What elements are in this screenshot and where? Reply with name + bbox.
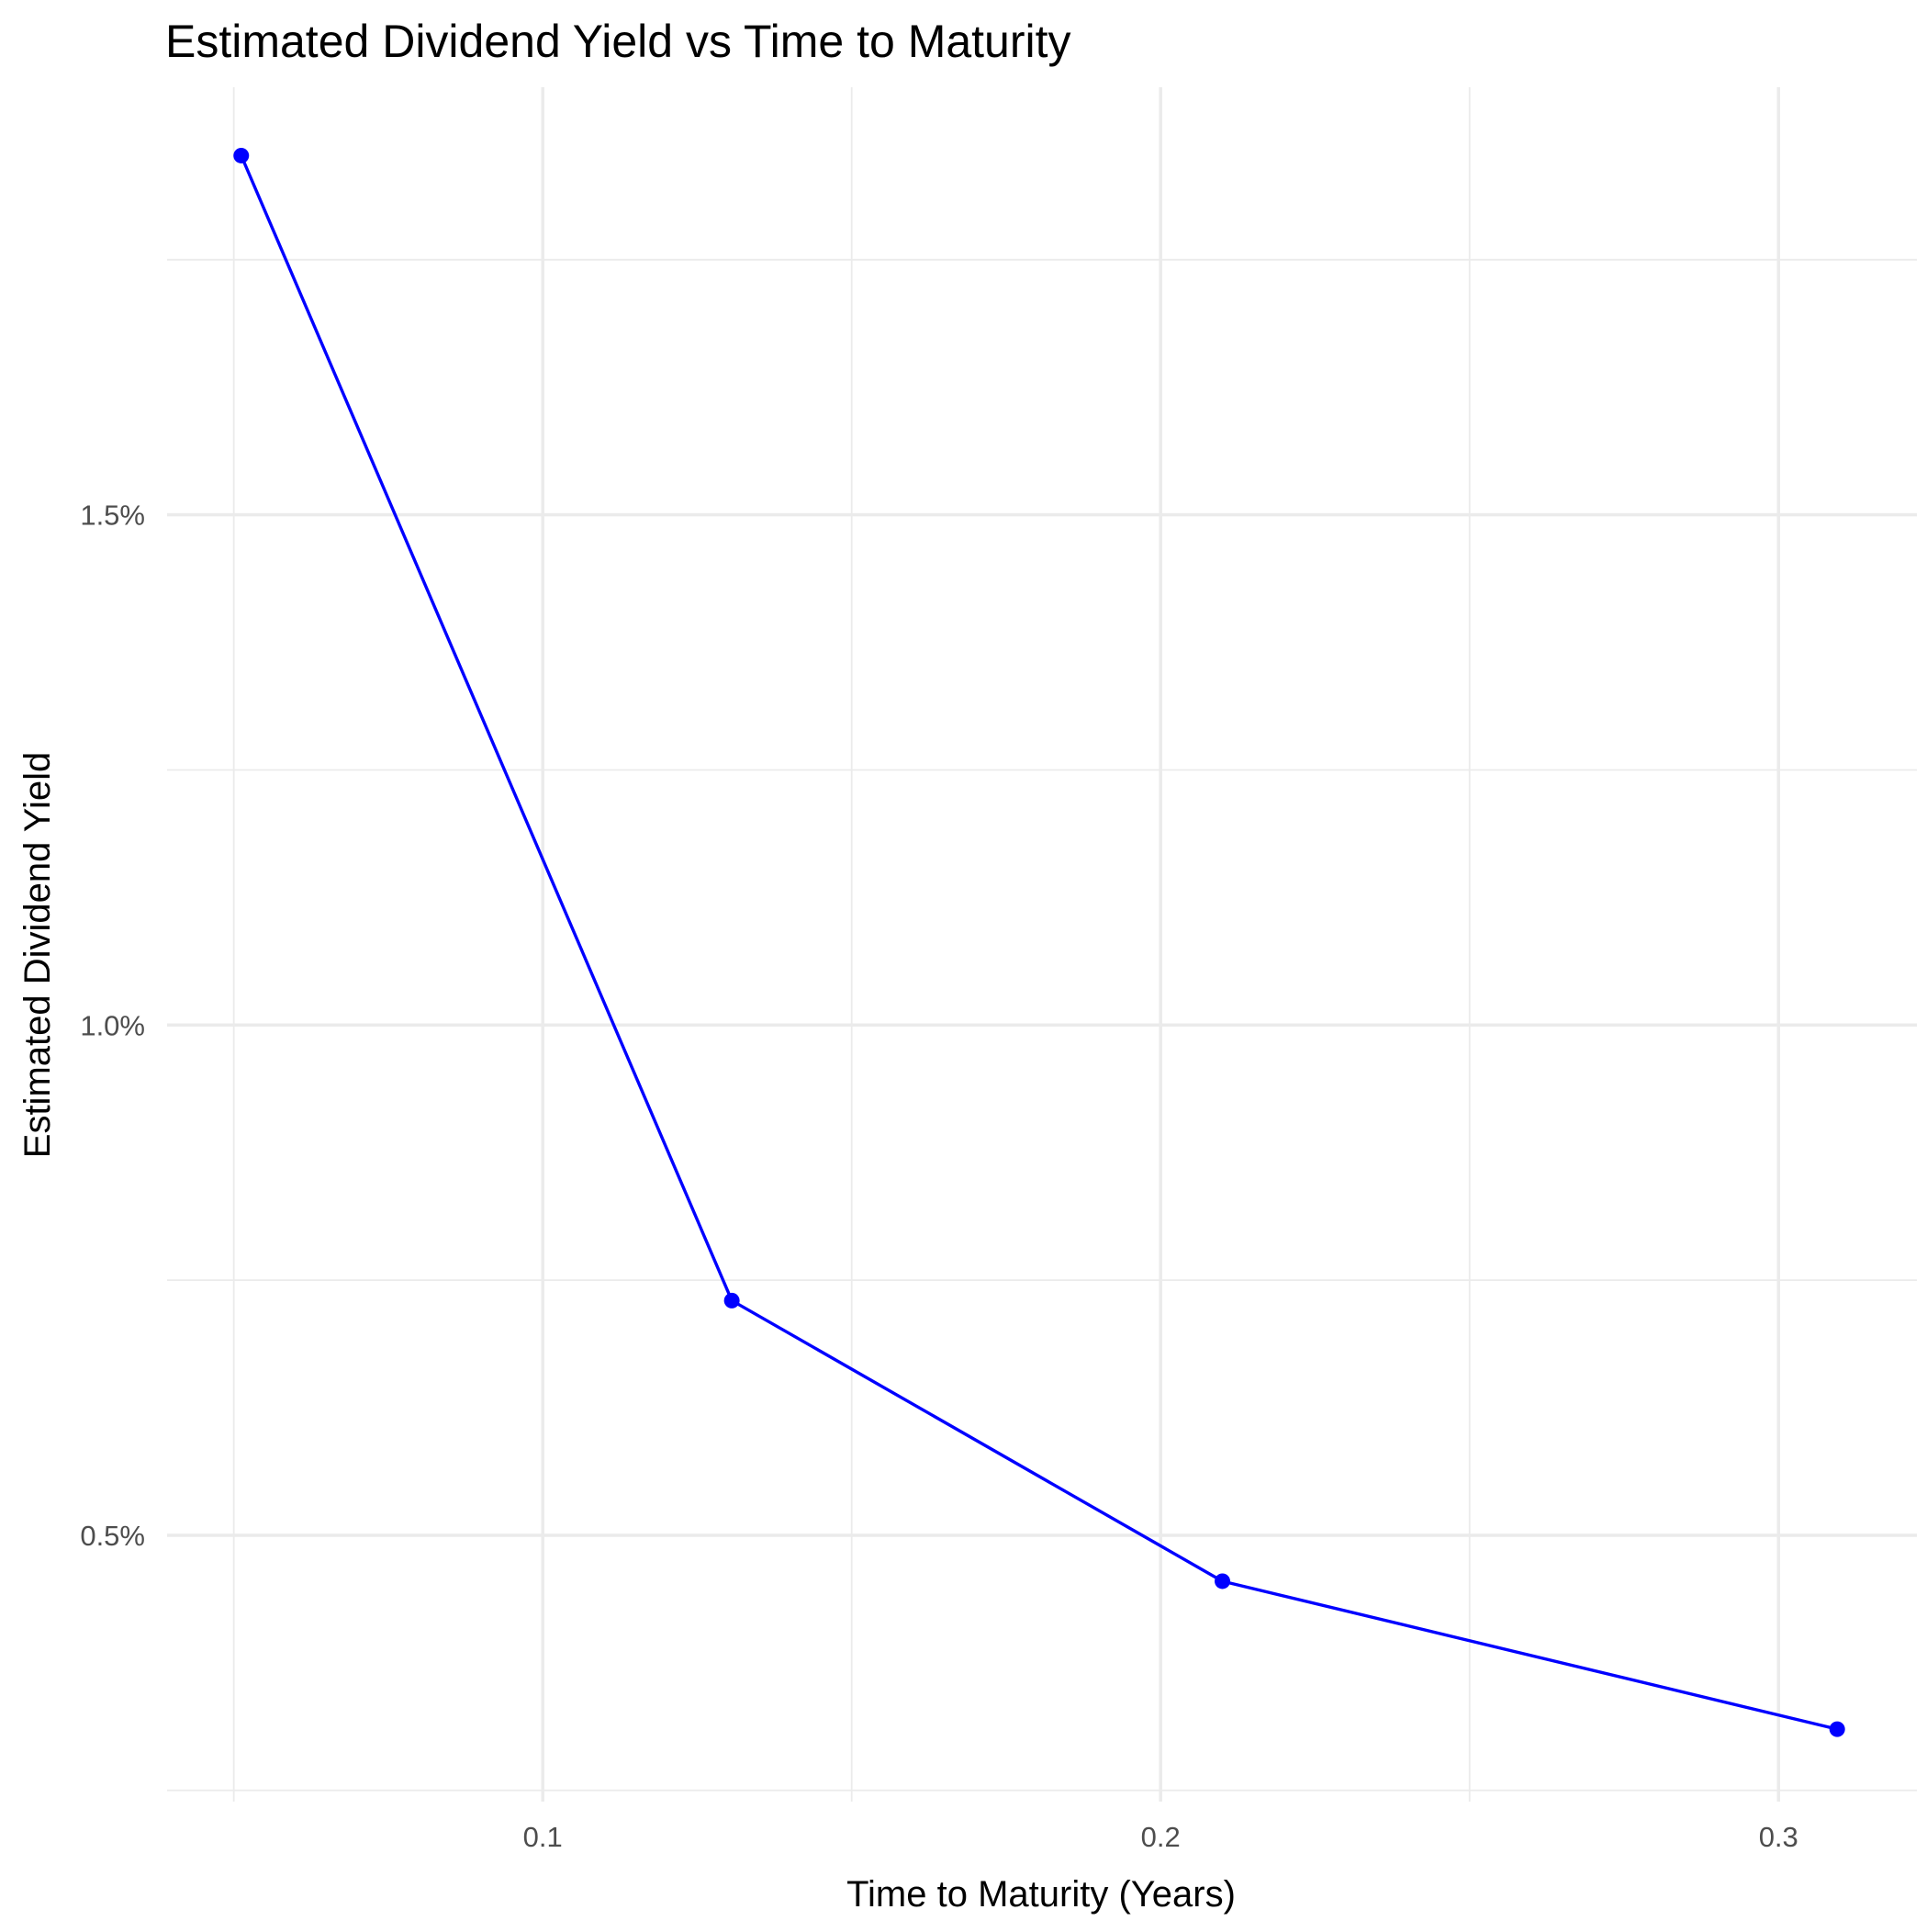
y-tick-label: 0.5% <box>80 1520 145 1552</box>
chart-title: Estimated Dividend Yield vs Time to Matu… <box>165 16 1071 67</box>
x-tick-label: 0.3 <box>1759 1821 1798 1853</box>
x-axis-tick-labels: 0.1 0.2 0.3 <box>523 1821 1798 1853</box>
grid-lines <box>167 87 1917 1802</box>
series-layer <box>233 147 1845 1737</box>
data-point <box>233 147 250 163</box>
data-point <box>1829 1721 1845 1737</box>
series-line <box>240 154 1838 1731</box>
y-tick-label: 1.0% <box>80 1009 145 1041</box>
y-axis-title: Estimated Dividend Yield <box>17 752 58 1158</box>
x-axis-title: Time to Maturity (Years) <box>846 1874 1236 1915</box>
y-axis-tick-labels: 0.5% 1.0% 1.5% <box>80 500 145 1552</box>
x-tick-label: 0.1 <box>523 1821 563 1853</box>
data-point <box>723 1292 740 1309</box>
x-tick-label: 0.2 <box>1141 1821 1181 1853</box>
y-tick-label: 1.5% <box>80 500 145 532</box>
data-point <box>1215 1573 1231 1589</box>
